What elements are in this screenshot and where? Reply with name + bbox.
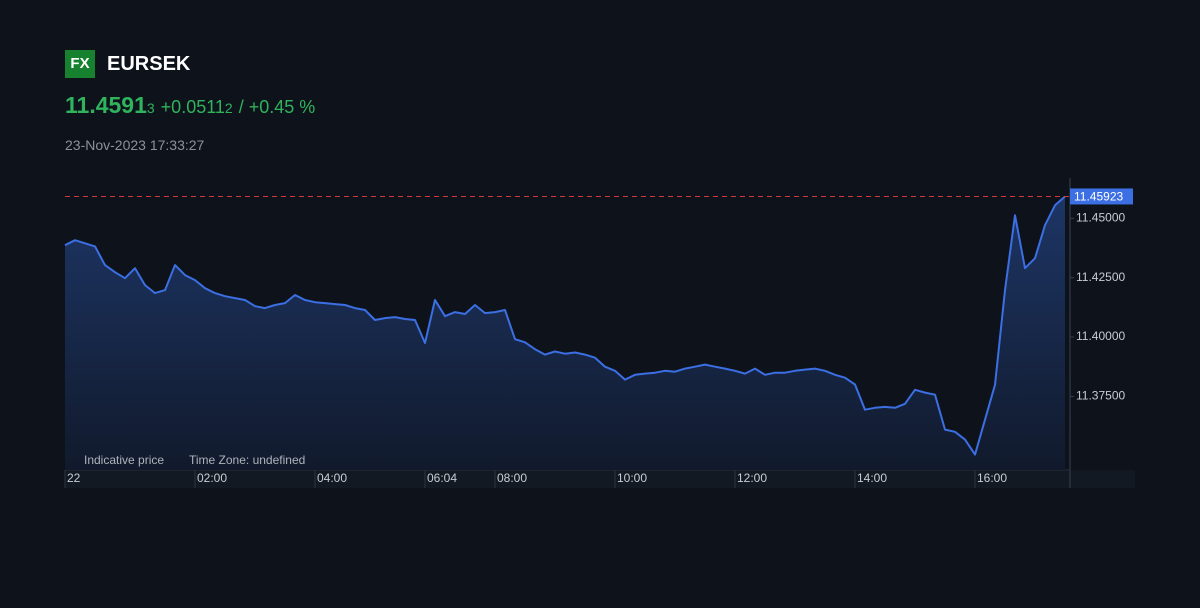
x-tick-label: 04:00 [317, 471, 347, 485]
price: 11.4591 [65, 92, 147, 118]
badge: FX [65, 50, 95, 78]
x-tick-label: 12:00 [737, 471, 767, 485]
y-tick-label: 11.45000 [1076, 211, 1125, 225]
change: +0.0511 [160, 97, 225, 117]
last-price-label: 11.45923 [1074, 190, 1123, 204]
area [65, 196, 1065, 470]
x-tick-label: 02:00 [197, 471, 227, 485]
x-tick-label: 16:00 [977, 471, 1007, 485]
change-pct: / +0.45 % [238, 97, 316, 117]
title-row: FX EURSEK [65, 50, 315, 78]
x-tick-label: 10:00 [617, 471, 647, 485]
x-tick-label: 22 [67, 471, 81, 485]
last-price-tag [1070, 188, 1133, 205]
x-tick-label: 08:00 [497, 471, 527, 485]
x-axis-strip [65, 470, 1135, 488]
price-line [64, 195, 1066, 456]
x-tick-label: 14:00 [857, 471, 887, 485]
change-sub: 2 [224, 100, 233, 116]
timestamp: 23-Nov-2023 17:33:27 [65, 137, 205, 153]
annotation: Time Zone: undefined [189, 453, 305, 467]
y-tick-label: 11.37500 [1076, 389, 1125, 403]
x-tick-label: 06:04 [427, 471, 457, 485]
price-row: 11.4591 3 +0.0511 2 / +0.45 % [65, 92, 315, 119]
price-sub: 3 [146, 100, 155, 116]
y-tick-label: 11.40000 [1076, 329, 1125, 343]
y-tick-label: 11.42500 [1076, 270, 1125, 284]
annotation: Indicative price [84, 453, 164, 467]
symbol: EURSEK [107, 52, 191, 75]
header: FX EURSEK 11.4591 3 +0.0511 2 / +0.45 % 23… [65, 50, 315, 153]
